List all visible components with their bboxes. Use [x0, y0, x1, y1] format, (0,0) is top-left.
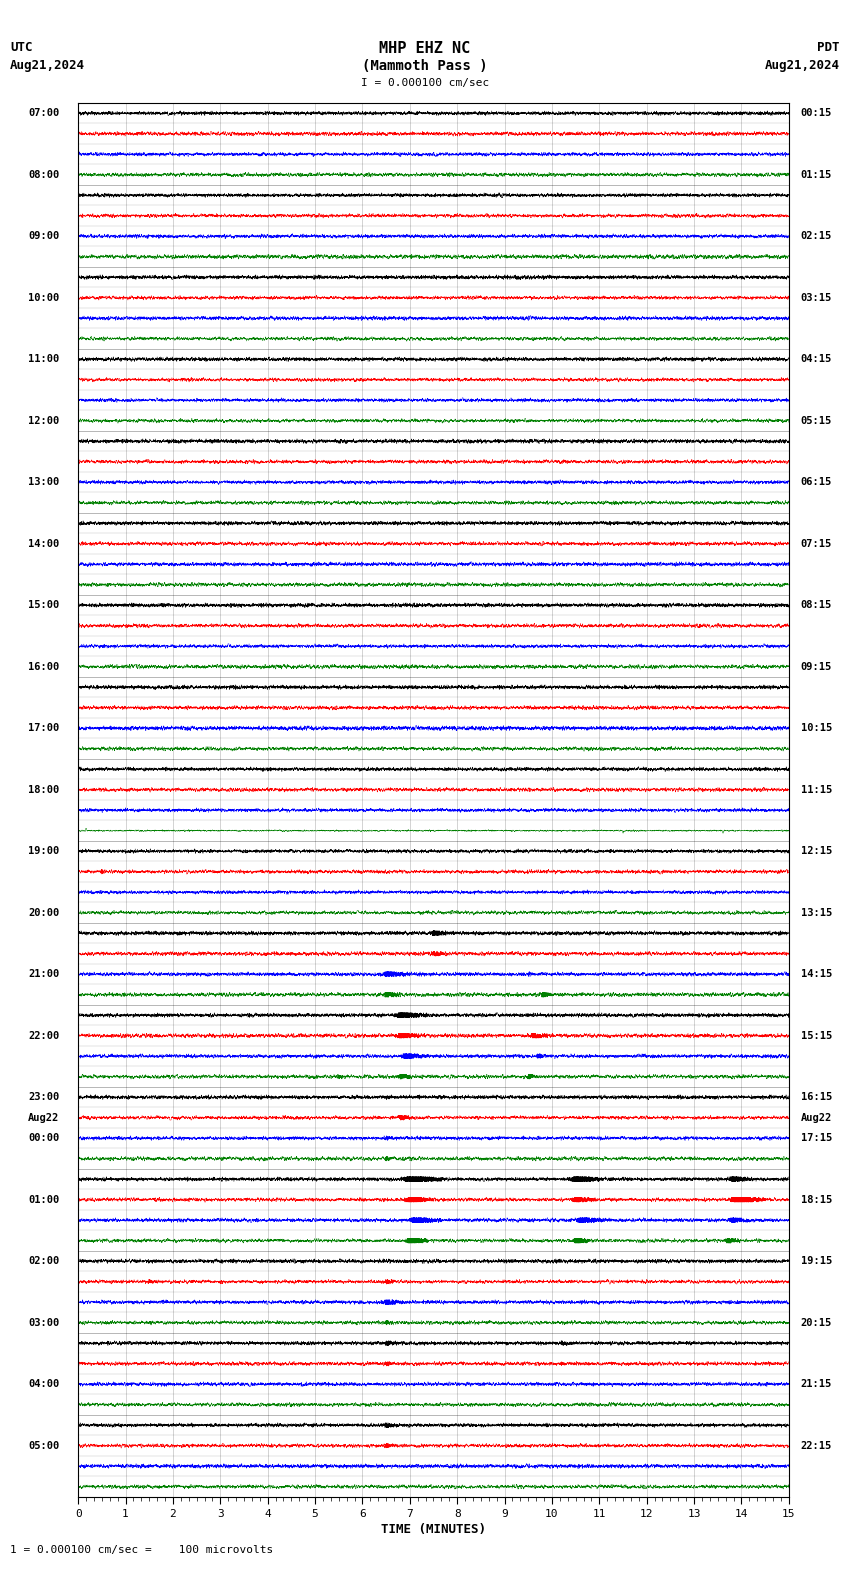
Text: 19:00: 19:00 [28, 846, 60, 857]
Text: 16:00: 16:00 [28, 662, 60, 672]
Text: 04:15: 04:15 [801, 355, 832, 364]
Text: 14:15: 14:15 [801, 969, 832, 979]
Text: 01:15: 01:15 [801, 169, 832, 179]
Text: 1 = 0.000100 cm/sec =    100 microvolts: 1 = 0.000100 cm/sec = 100 microvolts [10, 1546, 274, 1555]
Text: 11:15: 11:15 [801, 784, 832, 795]
Text: 22:00: 22:00 [28, 1031, 60, 1041]
Text: 17:00: 17:00 [28, 724, 60, 733]
Text: 13:15: 13:15 [801, 908, 832, 917]
Text: 01:00: 01:00 [28, 1194, 60, 1205]
Text: 21:15: 21:15 [801, 1380, 832, 1389]
Text: 08:15: 08:15 [801, 600, 832, 610]
Text: Aug21,2024: Aug21,2024 [10, 59, 85, 71]
Text: 09:15: 09:15 [801, 662, 832, 672]
Text: Aug22: Aug22 [801, 1112, 832, 1123]
Text: 19:15: 19:15 [801, 1256, 832, 1266]
Text: 03:00: 03:00 [28, 1318, 60, 1327]
Text: 23:00: 23:00 [28, 1091, 60, 1102]
Text: 07:15: 07:15 [801, 539, 832, 548]
Text: UTC: UTC [10, 41, 32, 54]
Text: 08:00: 08:00 [28, 169, 60, 179]
Text: 18:15: 18:15 [801, 1194, 832, 1205]
Text: 22:15: 22:15 [801, 1440, 832, 1451]
Text: 20:15: 20:15 [801, 1318, 832, 1327]
Text: 00:00: 00:00 [28, 1133, 60, 1144]
Text: PDT: PDT [818, 41, 840, 54]
Text: 03:15: 03:15 [801, 293, 832, 303]
Text: 05:00: 05:00 [28, 1440, 60, 1451]
Text: 18:00: 18:00 [28, 784, 60, 795]
Text: 21:00: 21:00 [28, 969, 60, 979]
Text: 15:15: 15:15 [801, 1031, 832, 1041]
Text: 06:15: 06:15 [801, 477, 832, 488]
Text: 02:15: 02:15 [801, 231, 832, 241]
Text: 14:00: 14:00 [28, 539, 60, 548]
Text: 04:00: 04:00 [28, 1380, 60, 1389]
Text: Aug21,2024: Aug21,2024 [765, 59, 840, 71]
Text: 17:15: 17:15 [801, 1133, 832, 1144]
Text: 20:00: 20:00 [28, 908, 60, 917]
Text: 11:00: 11:00 [28, 355, 60, 364]
Text: I = 0.000100 cm/sec: I = 0.000100 cm/sec [361, 78, 489, 87]
Text: 10:00: 10:00 [28, 293, 60, 303]
Text: 13:00: 13:00 [28, 477, 60, 488]
Text: 07:00: 07:00 [28, 108, 60, 119]
Text: 12:15: 12:15 [801, 846, 832, 857]
Text: 16:15: 16:15 [801, 1091, 832, 1102]
X-axis label: TIME (MINUTES): TIME (MINUTES) [381, 1522, 486, 1536]
Text: MHP EHZ NC: MHP EHZ NC [379, 41, 471, 55]
Text: 05:15: 05:15 [801, 415, 832, 426]
Text: 12:00: 12:00 [28, 415, 60, 426]
Text: 00:15: 00:15 [801, 108, 832, 119]
Text: 15:00: 15:00 [28, 600, 60, 610]
Text: 10:15: 10:15 [801, 724, 832, 733]
Text: Aug22: Aug22 [28, 1112, 60, 1123]
Text: (Mammoth Pass ): (Mammoth Pass ) [362, 59, 488, 73]
Text: 09:00: 09:00 [28, 231, 60, 241]
Text: 02:00: 02:00 [28, 1256, 60, 1266]
